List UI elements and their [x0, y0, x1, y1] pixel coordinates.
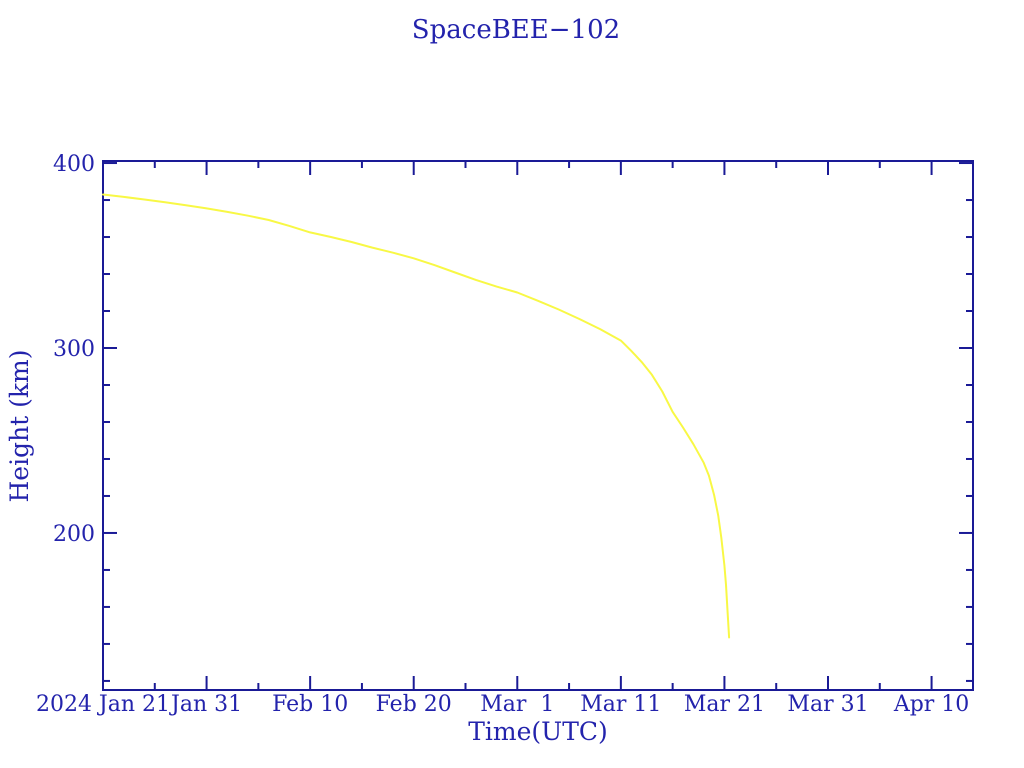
- x-axis-label: Time(UTC): [468, 717, 608, 746]
- y-tick-label: 400: [53, 152, 95, 177]
- x-tick-label: Jan 31: [169, 692, 242, 717]
- plot-border: [102, 160, 974, 691]
- height-decay-curve: [102, 193, 731, 639]
- x-tick-label: Mar 1: [480, 692, 554, 717]
- axes-layer: [102, 160, 974, 691]
- x-tick-label: Feb 10: [272, 692, 348, 717]
- x-tick-label: 2024 Jan 21: [36, 692, 170, 717]
- x-tick-label: Mar 21: [684, 692, 765, 717]
- tick-label-layer: 2024 Jan 21 Jan 31 Feb 10 Feb 20 Mar 1 Mar 11…: [36, 152, 969, 717]
- y-axis-label: Height (km): [5, 349, 34, 502]
- x-tick-label: Apr 10: [893, 692, 969, 717]
- plot-title: SpaceBEE−102: [412, 15, 620, 45]
- x-tick-label: Feb 20: [376, 692, 452, 717]
- y-tick-label: 200: [53, 522, 95, 547]
- x-tick-label: Mar 11: [580, 692, 661, 717]
- y-tick-label: 300: [53, 337, 95, 362]
- x-tick-label: Mar 31: [787, 692, 868, 717]
- curve-layer: [102, 193, 731, 639]
